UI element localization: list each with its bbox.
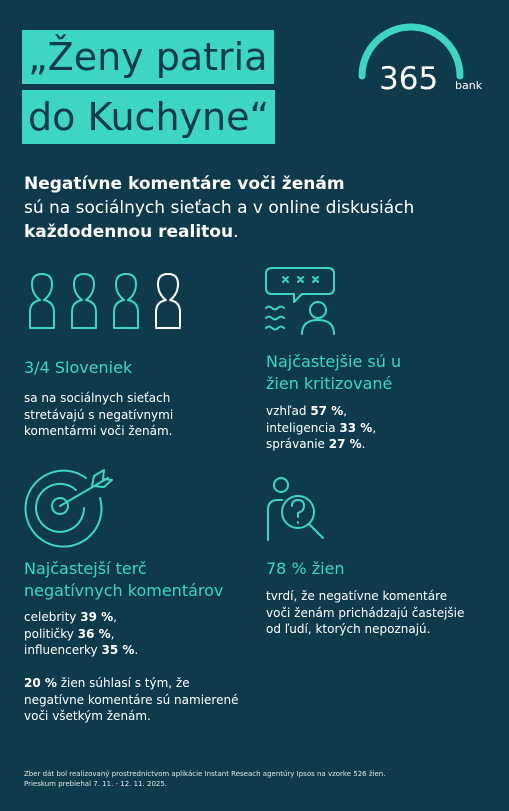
list-item: celebrity 39 %,: [24, 609, 224, 626]
target-icon: [24, 469, 113, 548]
item-label: správanie: [266, 437, 325, 451]
footnote-line: Zber dát bol realizovaný prostredníctvom…: [24, 770, 386, 778]
question-icon: [267, 477, 324, 541]
item-label: političky: [24, 626, 74, 641]
stat-list: vzhľad 57 %, inteligencia 33 %, správani…: [266, 403, 466, 453]
title-line: do Kuchyne“: [22, 90, 276, 144]
item-value: 39 %: [80, 610, 114, 624]
logo-number: 365: [379, 61, 439, 97]
list-item: vzhľad 57 %,: [266, 403, 466, 420]
note-value: 20 %: [24, 676, 57, 690]
women-icon: [29, 273, 181, 329]
stat-text: sa na sociálnych sieťach stretávajú s ne…: [24, 391, 174, 438]
logo-arc: [358, 23, 464, 80]
item-punct: ,: [372, 420, 377, 435]
item-label: influencerky: [24, 643, 98, 657]
intro-end: .: [233, 222, 239, 242]
comments-icon: [265, 267, 335, 335]
item-punct: ,: [110, 626, 115, 641]
stat-heading: 3/4 Sloveniek: [24, 358, 133, 377]
list-item: influencerky 35 %.: [24, 642, 224, 659]
intro-text: sú na sociálnych sieťach a v online disk…: [24, 198, 415, 218]
stat-list: celebrity 39 %, političky 36 %, influenc…: [24, 609, 224, 659]
item-punct: ,: [343, 404, 348, 418]
item-value: 27 %: [328, 437, 362, 451]
list-item: správanie 27 %.: [266, 436, 466, 453]
item-label: vzhľad: [266, 404, 307, 418]
list-item: političky 36 %,: [24, 626, 224, 643]
logo-word: bank: [455, 79, 483, 92]
item-label: inteligencia: [266, 420, 336, 435]
title-line: „Ženy patria: [22, 30, 274, 84]
stat-text: tvrdí, že negatívne komentáre voči ženám…: [266, 589, 465, 636]
item-value: 57 %: [310, 404, 344, 418]
item-punct: .: [361, 437, 366, 451]
item-punct: .: [134, 643, 139, 657]
item-value: 33 %: [339, 420, 373, 435]
intro: Negatívne komentáre voči ženám sú na soc…: [24, 172, 494, 244]
stat-note: 20 % žien súhlasí s tým, že negatívne ko…: [24, 675, 249, 725]
note-text: žien súhlasí s tým, že negatívne komentá…: [24, 676, 239, 723]
stat-heading: 78 % žien: [266, 559, 345, 578]
footnote-line: Prieskum prebiehal 7. 11. - 12. 11. 2025…: [24, 780, 168, 788]
list-item: inteligencia 33 %,: [266, 420, 466, 437]
stat-heading: Najčastejší terč negatívnych komentárov: [24, 559, 224, 600]
item-punct: ,: [113, 610, 117, 624]
item-value: 36 %: [77, 626, 111, 641]
item-value: 35 %: [101, 643, 135, 657]
footnote: Zber dát bol realizovaný prostredníctvom…: [24, 769, 385, 789]
intro-lead: Negatívne komentáre voči ženám: [24, 174, 345, 194]
stat-heading: Najčastejšie sú u žien kritizované: [266, 352, 402, 393]
intro-bold: každodennou realitou: [24, 222, 234, 242]
item-label: celebrity: [24, 610, 77, 624]
